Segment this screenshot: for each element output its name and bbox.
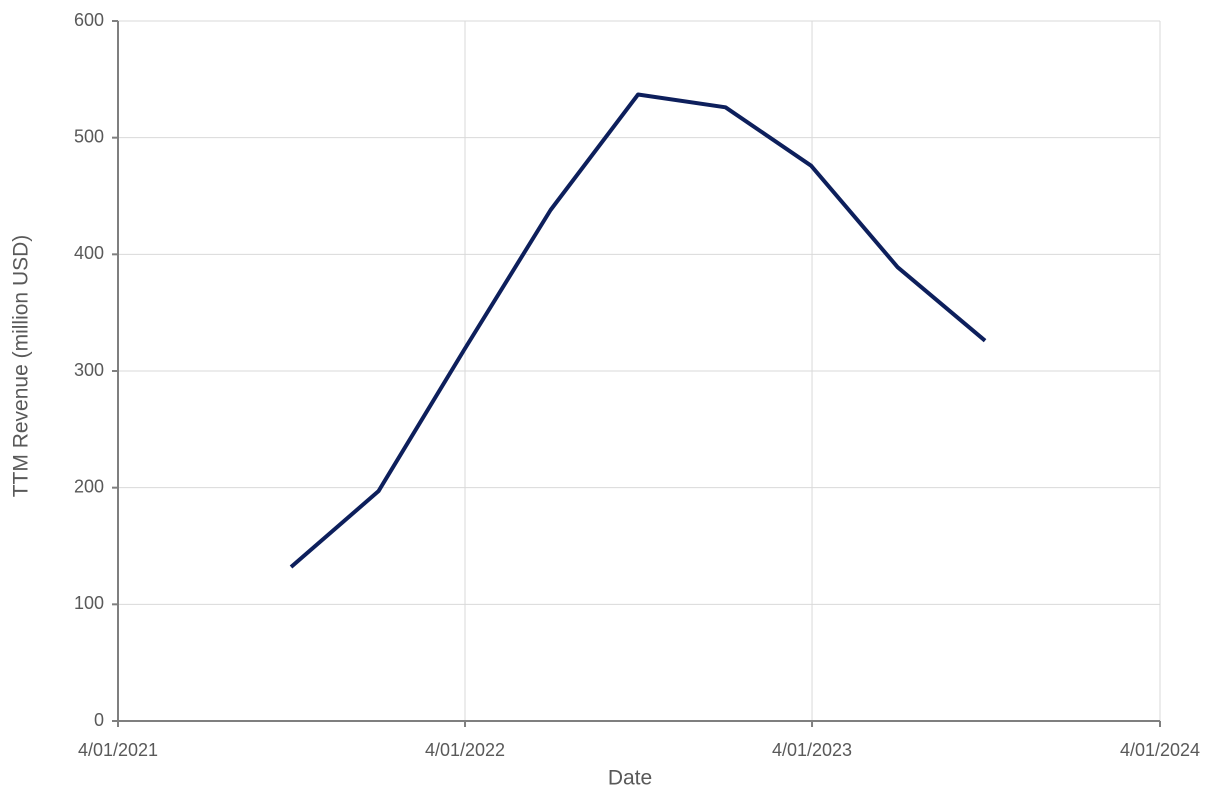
y-tick-label: 300 (74, 360, 104, 380)
y-tick-label: 500 (74, 126, 104, 146)
x-axis-title: Date (608, 767, 652, 790)
line (289, 92, 987, 569)
y-tick-label: 0 (94, 710, 104, 730)
x-tick-label: 4/01/2021 (78, 740, 158, 760)
x-tick-label: 4/01/2023 (772, 740, 852, 760)
y-tick-label: 100 (74, 593, 104, 613)
y-tick-label: 600 (74, 10, 104, 30)
y-tick-label: 400 (74, 243, 104, 263)
x-tick-label: 4/01/2022 (425, 740, 505, 760)
y-axis-title: TTM Revenue (million USD) (10, 235, 33, 498)
x-tick-label: 4/01/2024 (1120, 740, 1200, 760)
y-tick-label: 200 (74, 476, 104, 496)
